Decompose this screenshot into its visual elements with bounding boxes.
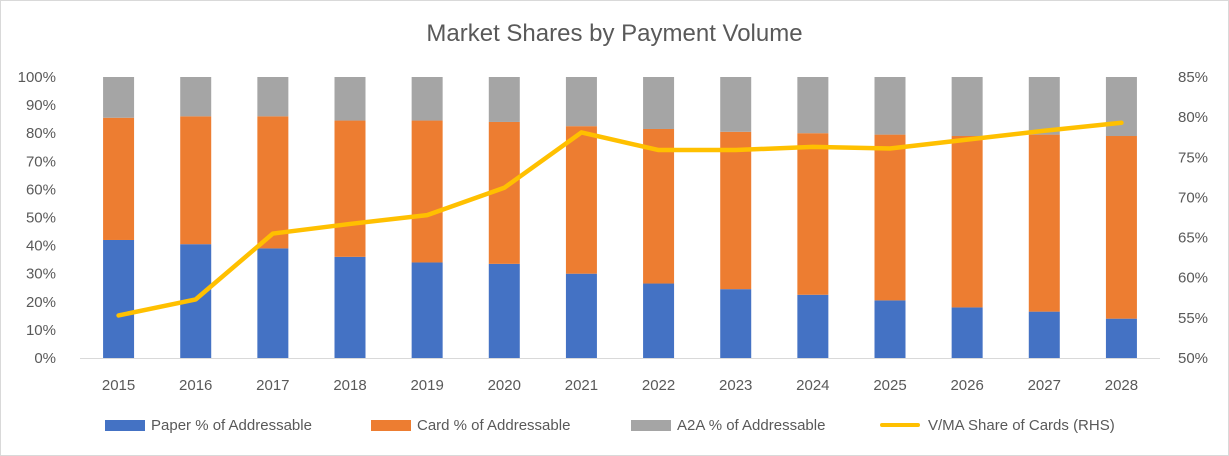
bar-card-2028 bbox=[1105, 136, 1137, 319]
bar-paper-2017 bbox=[257, 248, 289, 358]
bar-paper-2018 bbox=[334, 256, 366, 358]
bar-a2a-2018 bbox=[334, 77, 366, 121]
line-vma-share bbox=[116, 120, 1124, 318]
bar-paper-2028 bbox=[1105, 318, 1137, 358]
y-right-tick-label: 65% bbox=[1178, 230, 1208, 247]
x-tick-label: 2026 bbox=[950, 377, 983, 394]
bar-paper-2019 bbox=[411, 262, 443, 358]
legend-swatch bbox=[371, 419, 411, 431]
y-right-tick-label: 70% bbox=[1178, 189, 1208, 206]
y-left-tick-label: 70% bbox=[26, 153, 56, 170]
y-right-tick-label: 80% bbox=[1178, 109, 1208, 126]
bar-a2a-2026 bbox=[951, 77, 983, 137]
bar-a2a-2024 bbox=[797, 77, 829, 134]
legend-item: Card % of Addressable bbox=[371, 413, 570, 437]
bar-a2a-2016 bbox=[180, 77, 212, 117]
y-right-tick-label: 60% bbox=[1178, 270, 1208, 287]
x-tick-label: 2021 bbox=[565, 377, 598, 394]
x-tick-label: 2019 bbox=[410, 377, 443, 394]
y-left-tick-label: 60% bbox=[26, 181, 56, 198]
x-tick-label: 2018 bbox=[333, 377, 366, 394]
bar-card-2027 bbox=[1028, 134, 1060, 312]
y-right-tick-label: 85% bbox=[1178, 69, 1208, 86]
bar-card-2024 bbox=[797, 133, 829, 295]
legend-swatch bbox=[105, 419, 145, 431]
bar-card-2015 bbox=[103, 117, 135, 240]
bar-paper-2027 bbox=[1028, 311, 1060, 358]
bar-a2a-2020 bbox=[488, 77, 520, 122]
legend-swatch bbox=[880, 423, 920, 427]
y-left-tick-label: 80% bbox=[26, 125, 56, 142]
bar-card-2021 bbox=[565, 126, 597, 274]
legend-label: V/MA Share of Cards (RHS) bbox=[928, 416, 1115, 434]
bar-a2a-2025 bbox=[874, 77, 906, 135]
bar-card-2023 bbox=[720, 131, 752, 290]
y-left-tick-label: 40% bbox=[26, 238, 56, 255]
bar-paper-2020 bbox=[488, 263, 520, 358]
bar-card-2025 bbox=[874, 134, 906, 301]
bar-a2a-2017 bbox=[257, 77, 289, 117]
y-right-tick-label: 50% bbox=[1178, 350, 1208, 367]
bar-a2a-2027 bbox=[1028, 77, 1060, 135]
y-right-tick-label: 75% bbox=[1178, 149, 1208, 166]
bar-paper-2021 bbox=[565, 273, 597, 358]
bar-paper-2023 bbox=[720, 289, 752, 358]
bar-a2a-2021 bbox=[565, 77, 597, 127]
x-tick-label: 2022 bbox=[642, 377, 675, 394]
legend-swatch bbox=[631, 419, 671, 431]
x-tick-label: 2025 bbox=[873, 377, 906, 394]
bar-paper-2025 bbox=[874, 300, 906, 358]
chart-title: Market Shares by Payment Volume bbox=[426, 20, 803, 47]
bar-paper-2026 bbox=[951, 307, 983, 358]
bar-card-2017 bbox=[257, 116, 289, 249]
x-tick-label: 2016 bbox=[179, 377, 212, 394]
bar-a2a-2023 bbox=[720, 77, 752, 132]
x-tick-label: 2017 bbox=[256, 377, 289, 394]
bar-paper-2022 bbox=[643, 283, 675, 358]
x-tick-label: 2028 bbox=[1105, 377, 1138, 394]
legend-label: A2A % of Addressable bbox=[677, 416, 826, 434]
y-right-tick-label: 55% bbox=[1178, 310, 1208, 327]
bar-a2a-2028 bbox=[1105, 77, 1137, 137]
y-left-tick-label: 20% bbox=[26, 294, 56, 311]
bar-card-2026 bbox=[951, 136, 983, 308]
y-left-tick-label: 10% bbox=[26, 322, 56, 339]
legend-item: A2A % of Addressable bbox=[631, 413, 825, 437]
bar-card-2016 bbox=[180, 116, 212, 245]
bar-a2a-2019 bbox=[411, 77, 443, 121]
y-left-tick-label: 0% bbox=[34, 350, 56, 367]
legend-item: Paper % of Addressable bbox=[105, 413, 312, 437]
bar-card-2019 bbox=[411, 120, 443, 263]
y-left-tick-label: 100% bbox=[18, 69, 56, 86]
bar-card-2018 bbox=[334, 120, 366, 257]
legend: Paper % of Addressable Card % of Addressa… bbox=[0, 413, 1229, 437]
bar-a2a-2015 bbox=[103, 77, 135, 118]
y-left-tick-label: 30% bbox=[26, 266, 56, 283]
legend-label: Paper % of Addressable bbox=[151, 416, 312, 434]
bar-card-2022 bbox=[643, 128, 675, 284]
x-tick-label: 2024 bbox=[796, 377, 829, 394]
y-left-tick-label: 90% bbox=[26, 97, 56, 114]
legend-label: Card % of Addressable bbox=[417, 416, 571, 434]
x-tick-label: 2023 bbox=[719, 377, 752, 394]
legend-item: V/MA Share of Cards (RHS) bbox=[880, 413, 1115, 437]
x-tick-label: 2015 bbox=[102, 377, 135, 394]
x-tick-label: 2027 bbox=[1028, 377, 1061, 394]
bar-a2a-2022 bbox=[643, 77, 675, 129]
y-left-tick-label: 50% bbox=[26, 210, 56, 227]
x-tick-label: 2020 bbox=[488, 377, 521, 394]
bar-paper-2024 bbox=[797, 294, 829, 358]
bar-paper-2015 bbox=[103, 239, 135, 358]
